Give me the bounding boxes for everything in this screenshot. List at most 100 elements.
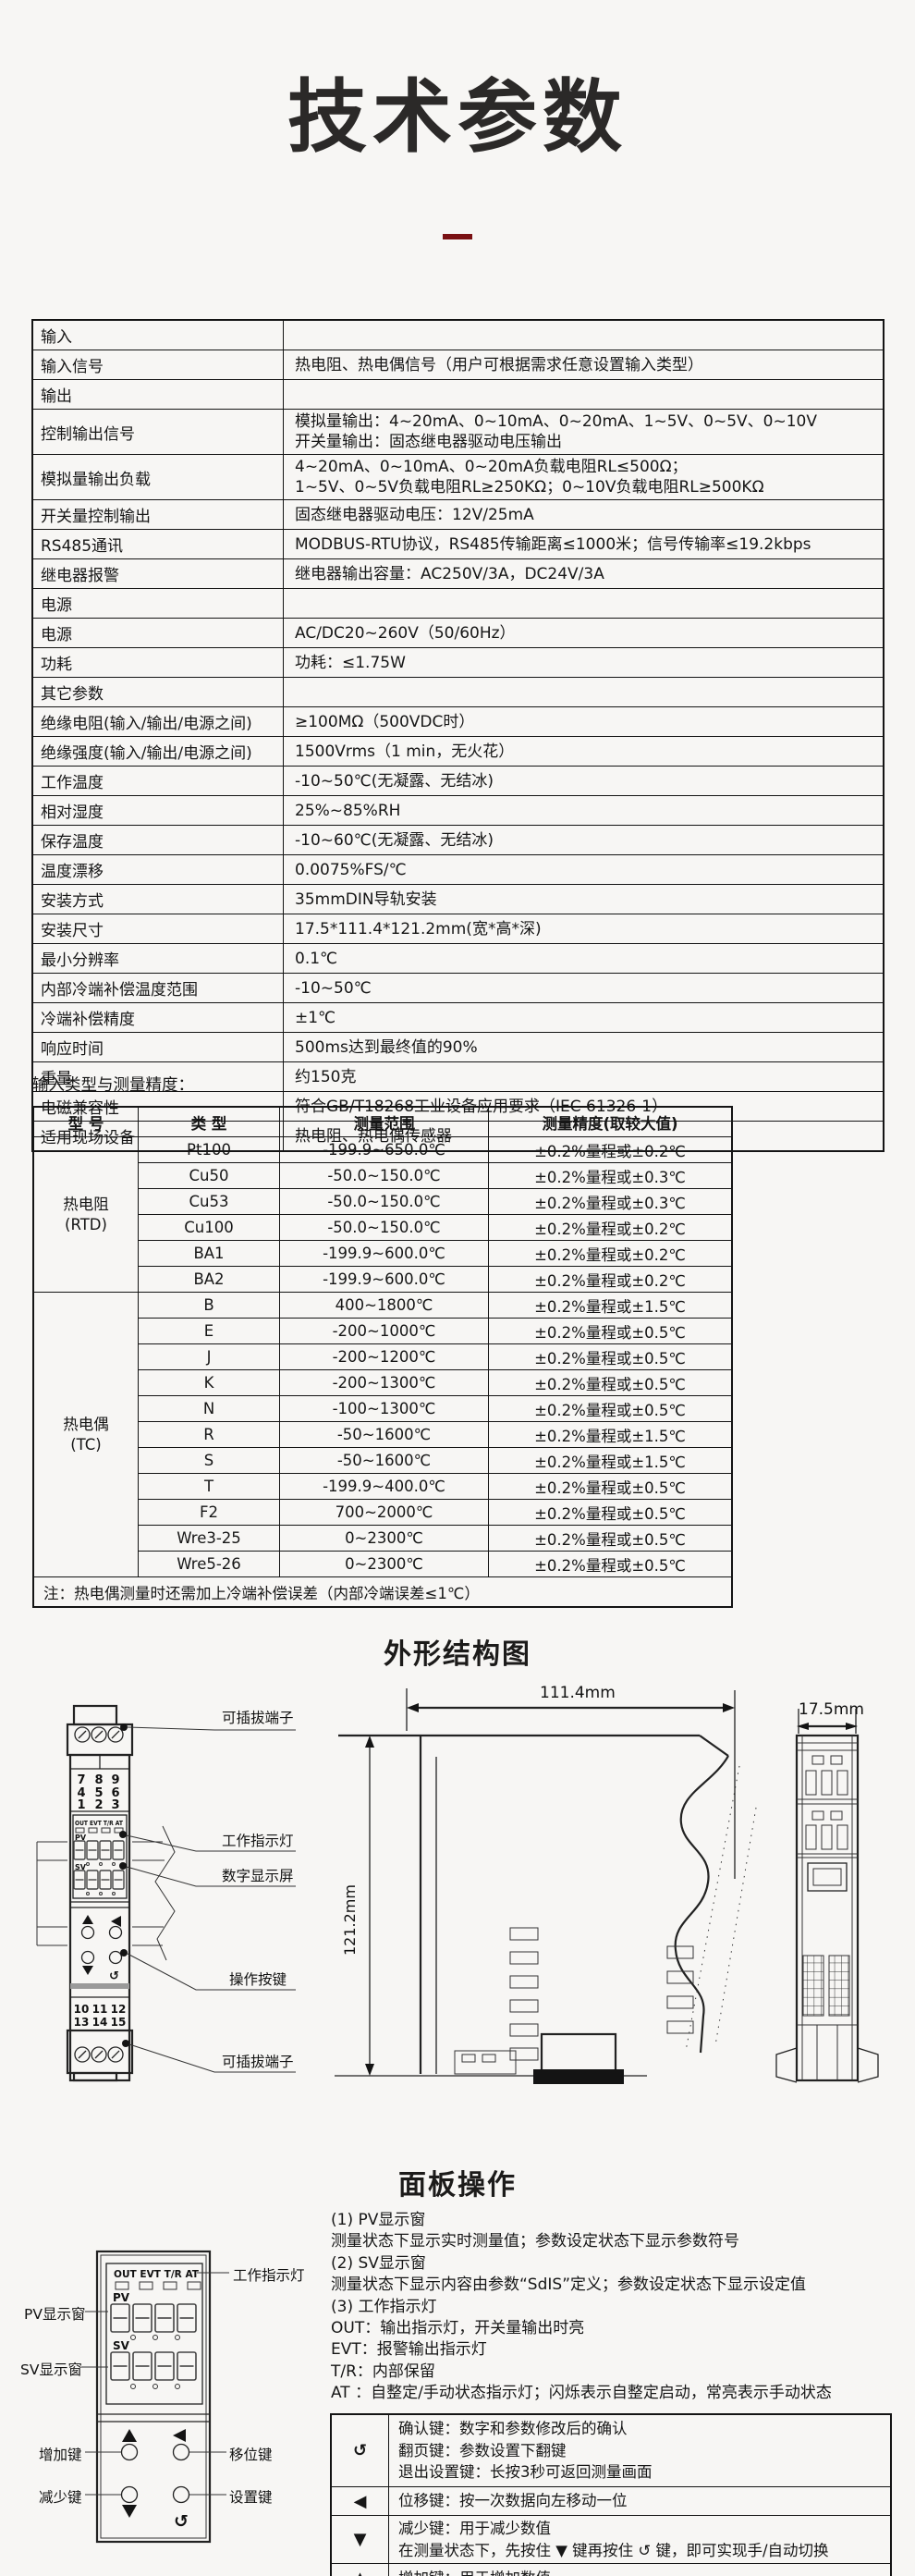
table-row: 功耗 功耗：≤1.75W: [31, 647, 884, 678]
terminal-number: 15: [111, 2016, 127, 2029]
increase-button: [120, 2443, 139, 2461]
terminal-number: 14: [92, 2016, 108, 2029]
col-header-accuracy: 测量精度(取较大值): [488, 1106, 733, 1137]
type-cell: Wre5-26: [138, 1551, 280, 1577]
instruction-line: OUT：输出指示灯，开关量输出时亮: [331, 2319, 585, 2338]
table-row: 绝缘强度(输入/输出/电源之间) 1500Vrms（1 min，无火花）: [31, 736, 884, 767]
accuracy-table: 型 号 类 型 测量范围 测量精度(取较大值) 热电阻 (RTD) Pt100-…: [32, 1106, 733, 1608]
terminal-number: 3: [111, 1798, 119, 1812]
type-cell: R: [138, 1421, 280, 1448]
callout-anchor-dot: [119, 1862, 127, 1870]
table-row: E -200~1000℃ ±0.2%量程或±0.5℃: [33, 1318, 733, 1344]
spec-label: 相对湿度: [31, 795, 284, 826]
type-cell: J: [138, 1343, 280, 1370]
range-cell: -100~1300℃: [279, 1395, 489, 1422]
spec-label: 安装方式: [31, 884, 284, 914]
type-cell: K: [138, 1369, 280, 1396]
terminal-number: 6: [111, 1786, 119, 1800]
range-cell: -50~1600℃: [279, 1421, 489, 1448]
increase-key-icon: ▲: [330, 2563, 389, 2576]
spec-value: 继电器输出容量：AC250V/3A，DC24V/3A: [283, 558, 884, 589]
label-work-led: 工作指示灯: [233, 2267, 305, 2284]
device-narrow-side-view: [775, 1709, 879, 2083]
table-row: F2 700~2000℃ ±0.2%量程或±0.5℃: [33, 1499, 733, 1526]
spec-label: 保存温度: [31, 825, 284, 855]
rotate-key-icon: ↺: [174, 2511, 189, 2532]
spec-value: 热电阻、热电偶信号（用户可根据需求任意设置输入类型）: [283, 350, 884, 380]
spec-value: 1500Vrms（1 min，无火花）: [283, 736, 884, 767]
spec-label: 电源: [31, 588, 284, 619]
width-dimension-label: 111.4mm: [540, 1684, 616, 1702]
table-row: 安装尺寸 17.5*111.4*121.2mm(宽*高*深): [31, 914, 884, 944]
instruction-line: 测量状态下显示实时测量值；参数设定状态下显示参数符号: [331, 2232, 739, 2251]
panel-figure: OUT EVT T/R AT PV SV ↺: [81, 2250, 229, 2544]
table-row: K -200~1300℃ ±0.2%量程或±0.5℃: [33, 1369, 733, 1396]
table-row: 热电偶 (TC) B 400~1800℃ ±0.2%量程或±1.5℃: [32, 1292, 733, 1577]
rotate-key-icon: ↺: [109, 1969, 119, 1983]
panel-leader-lines: [81, 2272, 229, 2496]
instruction-line: (2) SV显示窗: [331, 2253, 426, 2273]
instruction-line: AT ：自整定/手动状态指示灯；闪烁表示自整定启动，常亮表示手动状态: [331, 2384, 832, 2403]
callout-anchor-dot: [120, 1723, 128, 1731]
range-cell: -50.0~150.0℃: [279, 1188, 489, 1215]
spec-value: 25%~85%RH: [283, 795, 884, 826]
table-row: 最小分辨率 0.1℃: [31, 943, 884, 974]
callout-top-terminal: 可插拔端子: [222, 1710, 294, 1726]
type-cell: F2: [138, 1499, 280, 1526]
device-front-view: 7 8 9 4 5 6 1 2 3 OUT EVT T/R AT PV: [66, 1704, 134, 2082]
spec-table: 输入 输入信号 热电阻、热电偶信号（用户可根据需求任意设置输入类型） 输出 控制输…: [31, 319, 884, 1152]
spec-label: 响应时间: [31, 1032, 284, 1062]
col-header-type: 类 型: [138, 1106, 280, 1137]
outline-drawing: 7 8 9 4 5 6 1 2 3 OUT EVT T/R AT PV: [36, 1688, 879, 2084]
type-cell: Cu53: [138, 1188, 280, 1215]
outline-section-heading: 外形结构图: [384, 1638, 531, 1671]
label-decrease-key: 减少键: [39, 2489, 82, 2506]
type-cell: Cu50: [138, 1162, 280, 1189]
terminal-number: 5: [94, 1786, 103, 1800]
spec-label: 温度漂移: [31, 854, 284, 885]
callout-work-led: 工作指示灯: [222, 1833, 294, 1849]
spec-label: 控制输出信号: [31, 409, 284, 455]
terminal-number: 1: [77, 1798, 85, 1812]
spec-value: 500ms达到最终值的90%: [283, 1032, 884, 1062]
range-cell: -199.9~600.0℃: [279, 1266, 489, 1293]
table-row: RS485通讯 MODBUS-RTU协议，RS485传输距离≤1000米；信号传输…: [31, 529, 884, 559]
range-cell: 400~1800℃: [279, 1292, 489, 1319]
terminal-number: 10: [74, 2003, 90, 2016]
range-cell: -200~1000℃: [279, 1318, 489, 1344]
table-row: S -50~1600℃ ±0.2%量程或±1.5℃: [33, 1447, 733, 1474]
type-cell: BA2: [138, 1266, 280, 1293]
decrease-key-icon: ▼: [330, 2515, 389, 2564]
confirm-page-key-icon: ↺: [330, 2413, 389, 2487]
table-row: 相对湿度 25%~85%RH: [31, 795, 884, 826]
table-row: BA1 -199.9~600.0℃ ±0.2%量程或±0.2℃: [33, 1240, 733, 1267]
table-row: T -199.9~400.0℃ ±0.2%量程或±0.5℃: [33, 1473, 733, 1500]
accuracy-cell: ±0.2%量程或±0.5℃: [488, 1395, 733, 1422]
table-row: 其它参数: [31, 677, 884, 707]
table-row: Cu100 -50.0~150.0℃ ±0.2%量程或±0.2℃: [33, 1214, 733, 1241]
table-row: 开关量控制输出 固态继电器驱动电压：12V/25mA: [31, 499, 884, 530]
front-buttons: ↺: [80, 1915, 128, 1983]
label-shift-key: 移位键: [229, 2447, 273, 2463]
type-cell: Wre3-25: [138, 1525, 280, 1552]
key-description: 位移键：按一次数据向左移动一位: [388, 2486, 892, 2516]
height-dimension-label: 121.2mm: [341, 1884, 359, 1956]
table-row: 重量 约150克: [31, 1061, 884, 1092]
callout-bottom-terminal: 可插拔端子: [222, 2054, 294, 2070]
spec-value: 17.5*111.4*121.2mm(宽*高*深): [283, 914, 884, 944]
panel-buttons: ↺: [120, 2429, 190, 2532]
range-cell: -50.0~150.0℃: [279, 1162, 489, 1189]
type-cell: N: [138, 1395, 280, 1422]
spec-value: [283, 588, 884, 619]
range-cell: 0~2300℃: [279, 1525, 489, 1552]
spec-value: 4~20mA、0~10mA、0~20mA负载电阻RL≤500Ω； 1~5V、0~…: [283, 454, 884, 500]
table-row: ▼ 减少键：用于减少数值 在测量状态下，先按住 ▼ 键再按住 ↺ 键，即可实现手…: [330, 2515, 892, 2564]
table-row: ◀ 位移键：按一次数据向左移动一位: [330, 2486, 892, 2516]
range-cell: -200~1300℃: [279, 1369, 489, 1396]
instruction-line: (3) 工作指示灯: [331, 2297, 437, 2316]
spec-label: 其它参数: [31, 677, 284, 707]
type-cell: S: [138, 1447, 280, 1474]
callout-leader-lines: [126, 1726, 296, 2073]
callout-display: 数字显示屏: [222, 1868, 294, 1884]
spec-value: 固态继电器驱动电压：12V/25mA: [283, 499, 884, 530]
